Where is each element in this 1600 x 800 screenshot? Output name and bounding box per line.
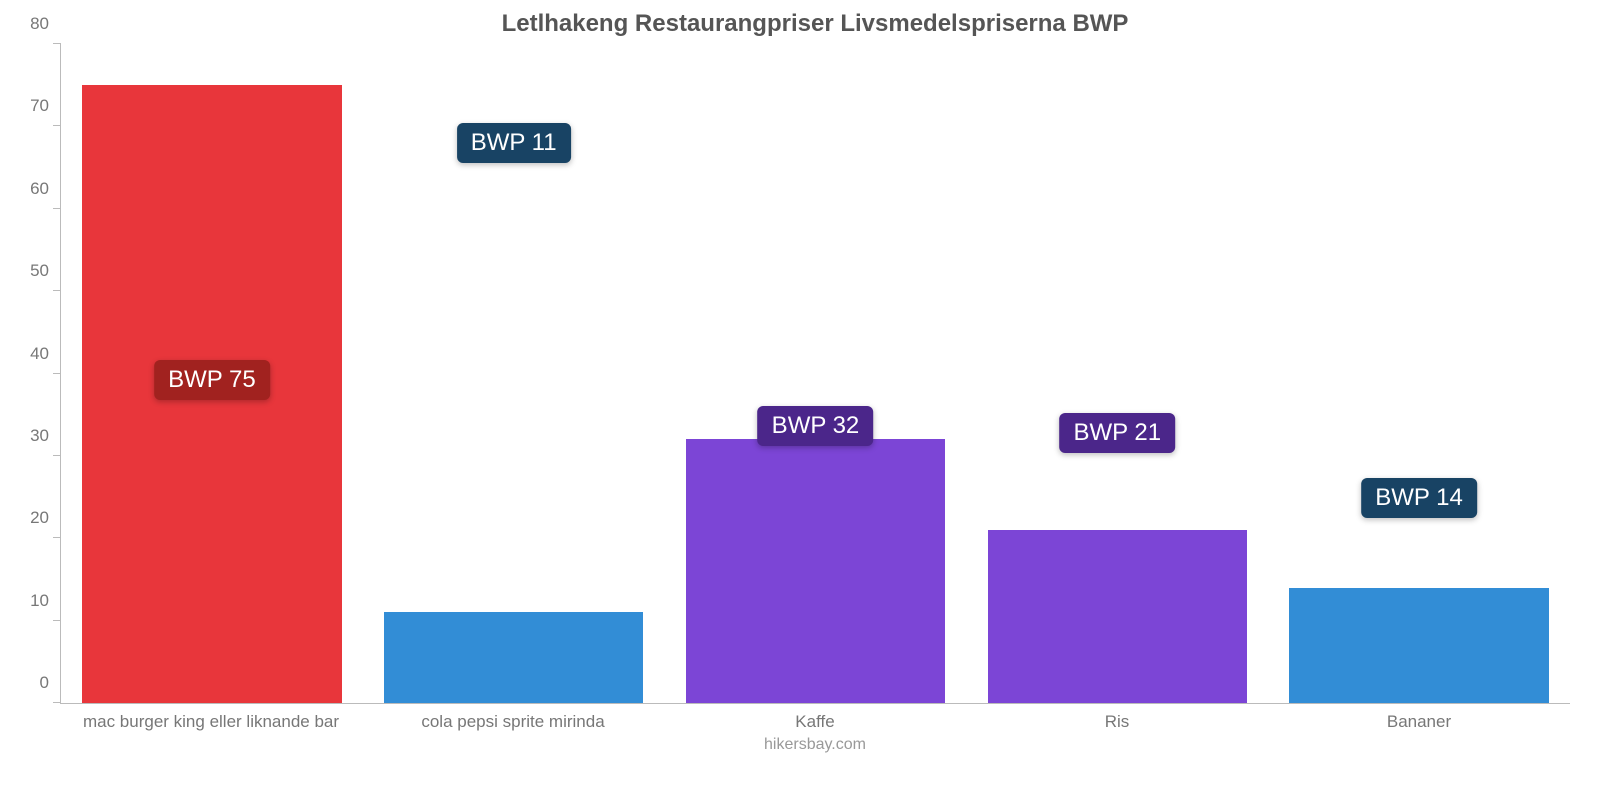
x-axis-label: cola pepsi sprite mirinda [362, 704, 664, 732]
bar-slot: BWP 11 [363, 44, 665, 703]
y-tick-label: 30 [30, 426, 61, 446]
y-tick [53, 702, 61, 703]
bar [384, 612, 644, 703]
x-axis-label: Bananer [1268, 704, 1570, 732]
y-tick [53, 373, 61, 374]
y-tick [53, 208, 61, 209]
bars-row: BWP 75 BWP 11 BWP 32 BWP 21 BWP 14 [61, 44, 1570, 703]
value-badge: BWP 11 [457, 123, 571, 163]
bar [988, 530, 1248, 703]
x-axis-label: Ris [966, 704, 1268, 732]
plot-area: BWP 75BWP 11BWP 32BWP 21BWP 14 010203040… [60, 44, 1570, 704]
y-tick-label: 50 [30, 261, 61, 281]
chart-wrapper: Letlhakeng Restaurangpriser Livsmedelspr… [0, 0, 1600, 800]
bar-slot: BWP 21 [966, 44, 1268, 703]
bar-slot: BWP 14 [1268, 44, 1570, 703]
x-axis-label: Kaffe [664, 704, 966, 732]
y-tick-label: 40 [30, 344, 61, 364]
y-tick-label: 10 [30, 591, 61, 611]
y-tick [53, 125, 61, 126]
y-tick-label: 80 [30, 14, 61, 34]
y-tick-label: 0 [40, 673, 61, 693]
value-badge: BWP 14 [1361, 478, 1477, 518]
bar [686, 439, 946, 703]
y-tick-label: 70 [30, 96, 61, 116]
value-badge: BWP 32 [758, 406, 874, 446]
bar-slot: BWP 32 [665, 44, 967, 703]
bar-slot: BWP 75 [61, 44, 363, 703]
y-tick [53, 537, 61, 538]
y-tick [53, 455, 61, 456]
chart-title: Letlhakeng Restaurangpriser Livsmedelspr… [60, 10, 1570, 38]
y-tick [53, 290, 61, 291]
y-tick [53, 43, 61, 44]
y-tick-label: 20 [30, 508, 61, 528]
bar [1289, 588, 1549, 703]
value-badge: BWP 21 [1059, 413, 1175, 453]
y-tick-label: 60 [30, 179, 61, 199]
x-axis-label: mac burger king eller liknande bar [60, 704, 362, 732]
y-tick [53, 620, 61, 621]
footer-credit: hikersbay.com [60, 736, 1570, 754]
value-badge: BWP 75 [154, 360, 270, 400]
x-axis-labels: mac burger king eller liknande barcola p… [60, 704, 1570, 732]
